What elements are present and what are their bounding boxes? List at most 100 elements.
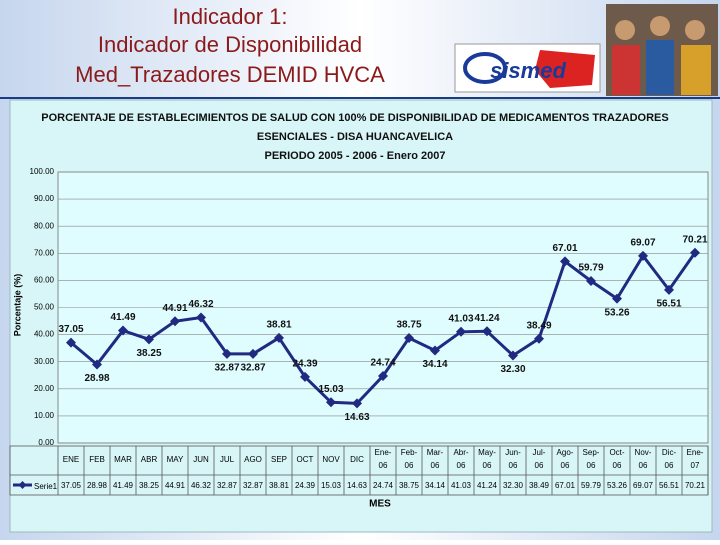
data-point [196, 312, 206, 323]
table-value: 41.03 [451, 481, 472, 490]
data-point [638, 250, 648, 261]
table-value: 69.07 [633, 481, 654, 490]
logo: sismed [454, 43, 601, 93]
table-value: 56.51 [659, 481, 680, 490]
data-label: 28.98 [84, 373, 109, 384]
data-point [300, 371, 310, 382]
x-tick-label: Jul-06 [533, 448, 546, 470]
data-point [352, 398, 362, 409]
data-label: 56.51 [656, 298, 681, 309]
photo-figure [646, 40, 674, 95]
data-label: 15.03 [318, 384, 343, 395]
data-point [534, 333, 544, 344]
photo-face [685, 20, 705, 40]
data-point [118, 325, 128, 336]
x-tick-label: Oct-06 [609, 448, 624, 470]
data-label: 14.63 [344, 412, 369, 423]
data-label: 38.25 [136, 348, 161, 359]
y-tick-label: 50.00 [34, 303, 55, 312]
table-value: 37.05 [61, 481, 82, 490]
table-value: 24.74 [373, 481, 394, 490]
title-line: Med_Trazadores DEMID HVCA [75, 62, 385, 87]
data-point [612, 293, 622, 304]
x-tick-label: AGO [244, 455, 262, 464]
data-label: 69.07 [630, 237, 655, 248]
legend-label: Serie1 [34, 482, 58, 491]
x-tick-label: Ene-07 [687, 448, 704, 470]
x-tick-label: MAY [167, 455, 184, 464]
x-tick-label: NOV [322, 455, 340, 464]
x-tick-label: ABR [141, 455, 158, 464]
table-value: 38.49 [529, 481, 550, 490]
x-tick-label: ENE [63, 455, 79, 464]
chart-title: ESENCIALES - DISA HUANCAVELICA [257, 131, 453, 143]
data-label: 67.01 [552, 243, 577, 254]
y-tick-label: 0.00 [38, 438, 54, 447]
photo-figure [681, 45, 711, 95]
table-value: 44.91 [165, 481, 186, 490]
table-value: 46.32 [191, 481, 212, 490]
y-tick-label: 20.00 [34, 384, 55, 393]
table-value: 24.39 [295, 481, 316, 490]
table-value: 28.98 [87, 481, 108, 490]
table-value: 38.25 [139, 481, 160, 490]
data-label: 32.30 [500, 364, 525, 375]
x-tick-label: OCT [297, 455, 314, 464]
x-tick-label: May-06 [478, 448, 496, 470]
data-label: 37.05 [58, 324, 83, 335]
table-value: 38.81 [269, 481, 290, 490]
x-tick-label: Feb-06 [401, 448, 418, 470]
data-point [170, 316, 180, 327]
title-line: Indicador 1: [173, 4, 288, 29]
x-tick-label: Abr-06 [453, 448, 468, 470]
table-value: 41.49 [113, 481, 134, 490]
photo [606, 4, 718, 96]
logo-map [535, 50, 595, 88]
data-label: 41.03 [448, 313, 473, 324]
photo-face [650, 16, 670, 36]
legend-marker [18, 481, 27, 489]
data-label: 70.21 [682, 234, 707, 245]
data-label: 34.14 [422, 359, 447, 370]
table-value: 59.79 [581, 481, 602, 490]
data-point [222, 348, 232, 359]
x-tick-label: Ago-06 [557, 448, 574, 470]
data-label: 24.74 [370, 358, 395, 369]
table-value: 32.30 [503, 481, 524, 490]
data-label: 32.87 [214, 363, 239, 374]
x-tick-label: Dic-06 [662, 448, 677, 470]
data-label: 32.87 [240, 363, 265, 374]
data-point [274, 332, 284, 343]
data-point [248, 348, 258, 359]
data-point [560, 256, 570, 267]
chart-title: PORCENTAJE DE ESTABLECIMIENTOS DE SALUD … [41, 112, 668, 124]
y-tick-label: 80.00 [34, 221, 55, 230]
x-tick-label: DIC [350, 455, 364, 464]
table-value: 15.03 [321, 481, 342, 490]
slide-title: Indicador 1: Indicador de Disponibilidad… [75, 4, 385, 87]
data-label: 41.24 [474, 313, 499, 324]
data-label: 46.32 [188, 299, 213, 310]
data-point [66, 337, 76, 348]
photo-face [615, 20, 635, 40]
data-point [378, 370, 388, 381]
x-tick-label: JUL [220, 455, 235, 464]
logo-text: sismed [490, 58, 566, 83]
data-point [456, 326, 466, 337]
y-tick-label: 30.00 [34, 357, 55, 366]
data-point [690, 247, 700, 258]
y-tick-label: 70.00 [34, 248, 55, 257]
x-tick-label: Nov-06 [635, 448, 652, 470]
x-axis-title: MES [369, 499, 391, 510]
chart-title: PERIODO 2005 - 2006 - Enero 2007 [265, 150, 446, 162]
data-point [586, 275, 596, 286]
data-point [664, 284, 674, 295]
y-tick-label: 100.00 [30, 167, 55, 176]
data-label: 53.26 [604, 307, 629, 318]
table-value: 70.21 [685, 481, 706, 490]
data-point [92, 359, 102, 370]
x-tick-label: Jun-06 [505, 448, 521, 470]
data-point [404, 332, 414, 343]
data-label: 24.39 [292, 359, 317, 370]
